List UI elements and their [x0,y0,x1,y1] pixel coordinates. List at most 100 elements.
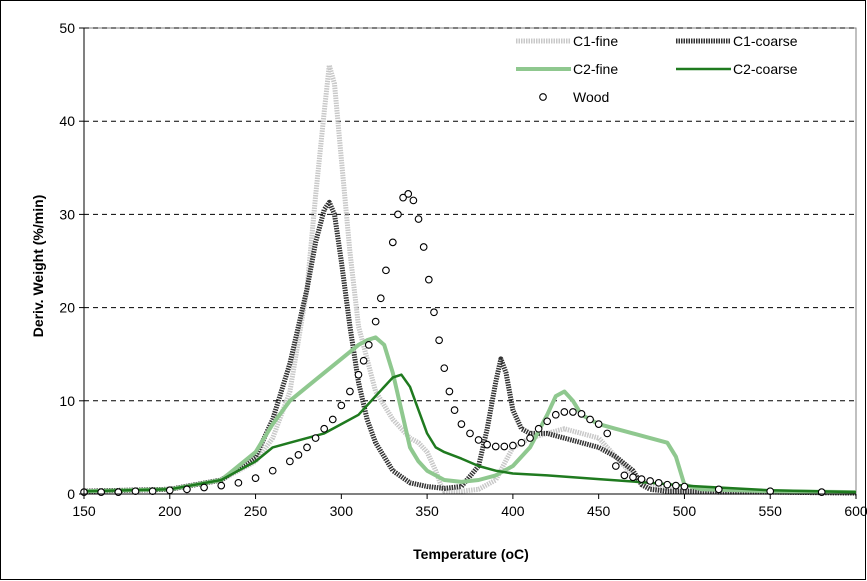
data-point [346,387,354,396]
data-point [328,415,337,424]
data-point [435,336,443,345]
legend-item-c2-fine: C2-fine [516,61,618,77]
x-tick-label: 200 [158,503,182,519]
data-point [311,434,320,442]
x-tick-label: 400 [501,503,525,519]
data-point [551,410,560,419]
data-point [445,387,454,396]
y-tick-label: 50 [59,20,75,36]
data-point [620,471,629,480]
x-axis: 150 200 250 300 350 400 450 500 550 600 [72,493,867,519]
legend-label: Wood [573,89,609,105]
data-point [294,451,303,459]
legend: C1-fine C1-coarse C2-fine C2-coarse Wood [516,33,798,105]
data-point [430,308,438,317]
data-point [234,478,243,487]
data-point [577,409,586,418]
x-tick-label: 250 [244,503,268,519]
data-point [337,401,346,410]
data-point [637,475,646,483]
data-point [586,415,594,424]
data-point [399,193,407,202]
data-point [183,485,191,494]
data-point [560,408,569,416]
legend-item-wood: Wood [539,89,609,105]
series-line-c2-coarse [83,373,857,494]
data-point [594,420,603,428]
y-tick-label: 30 [59,206,75,222]
data-point [419,243,428,251]
data-point [474,436,483,444]
data-point [500,442,509,451]
data-point [286,457,294,466]
data-point [376,294,385,303]
data-point [543,417,552,426]
legend-label: C2-fine [573,61,618,77]
data-point [409,196,418,205]
data-point [388,238,397,247]
plot-area [80,62,857,496]
data-point [526,434,534,442]
x-tick-label: 150 [72,503,96,519]
data-point [382,266,390,275]
x-tick-label: 500 [673,503,697,519]
data-point [394,210,402,219]
series-line-c1-fine [83,62,857,496]
legend-label: C1-coarse [733,33,798,49]
data-point [680,482,689,491]
data-point [534,424,543,433]
data-point [371,317,380,326]
data-point [646,477,654,485]
y-axis-title: Deriv. Weight (%/min) [30,195,46,338]
data-point [364,341,373,349]
data-point [165,486,174,495]
data-point [424,275,433,284]
series-wood [80,190,826,496]
data-point [663,480,672,489]
data-point [509,441,517,450]
y-tick-label: 20 [59,300,75,316]
data-point [450,406,459,414]
data-point [354,370,363,379]
gridlines [83,27,857,495]
data-point [404,190,413,198]
data-point [654,478,663,487]
x-tick-label: 550 [759,503,783,519]
data-point [569,408,577,416]
data-point [359,356,368,365]
data-point [672,481,680,490]
data-point [131,487,140,496]
data-point [251,474,260,483]
data-point [611,462,620,470]
series-line-c2-fine [83,335,857,495]
y-axis: 0 10 20 30 40 50 [59,20,85,502]
data-point [603,429,612,438]
y-tick-label: 10 [59,393,75,409]
data-point [414,215,423,223]
data-point [217,481,226,490]
data-point [629,473,637,482]
y-tick-label: 0 [67,486,75,502]
data-point [457,420,466,428]
legend-label: C2-coarse [733,61,798,77]
legend-label: C1-fine [573,33,618,49]
series-line-c1-coarse [83,199,857,496]
x-axis-title: Temperature (oC) [413,546,529,562]
x-tick-label: 300 [330,503,354,519]
data-point [268,466,277,475]
x-tick-label: 450 [587,503,611,519]
legend-marker [539,93,547,101]
y-tick-label: 40 [59,113,75,129]
data-point [440,364,449,373]
data-point [148,487,157,496]
data-point [491,442,500,451]
legend-item-c1-coarse: C1-coarse [676,33,798,49]
data-point [320,424,329,433]
data-point [517,438,526,447]
x-tick-label: 600 [844,503,867,519]
plot-border [83,27,857,495]
data-point [483,440,492,449]
data-point [303,443,311,452]
